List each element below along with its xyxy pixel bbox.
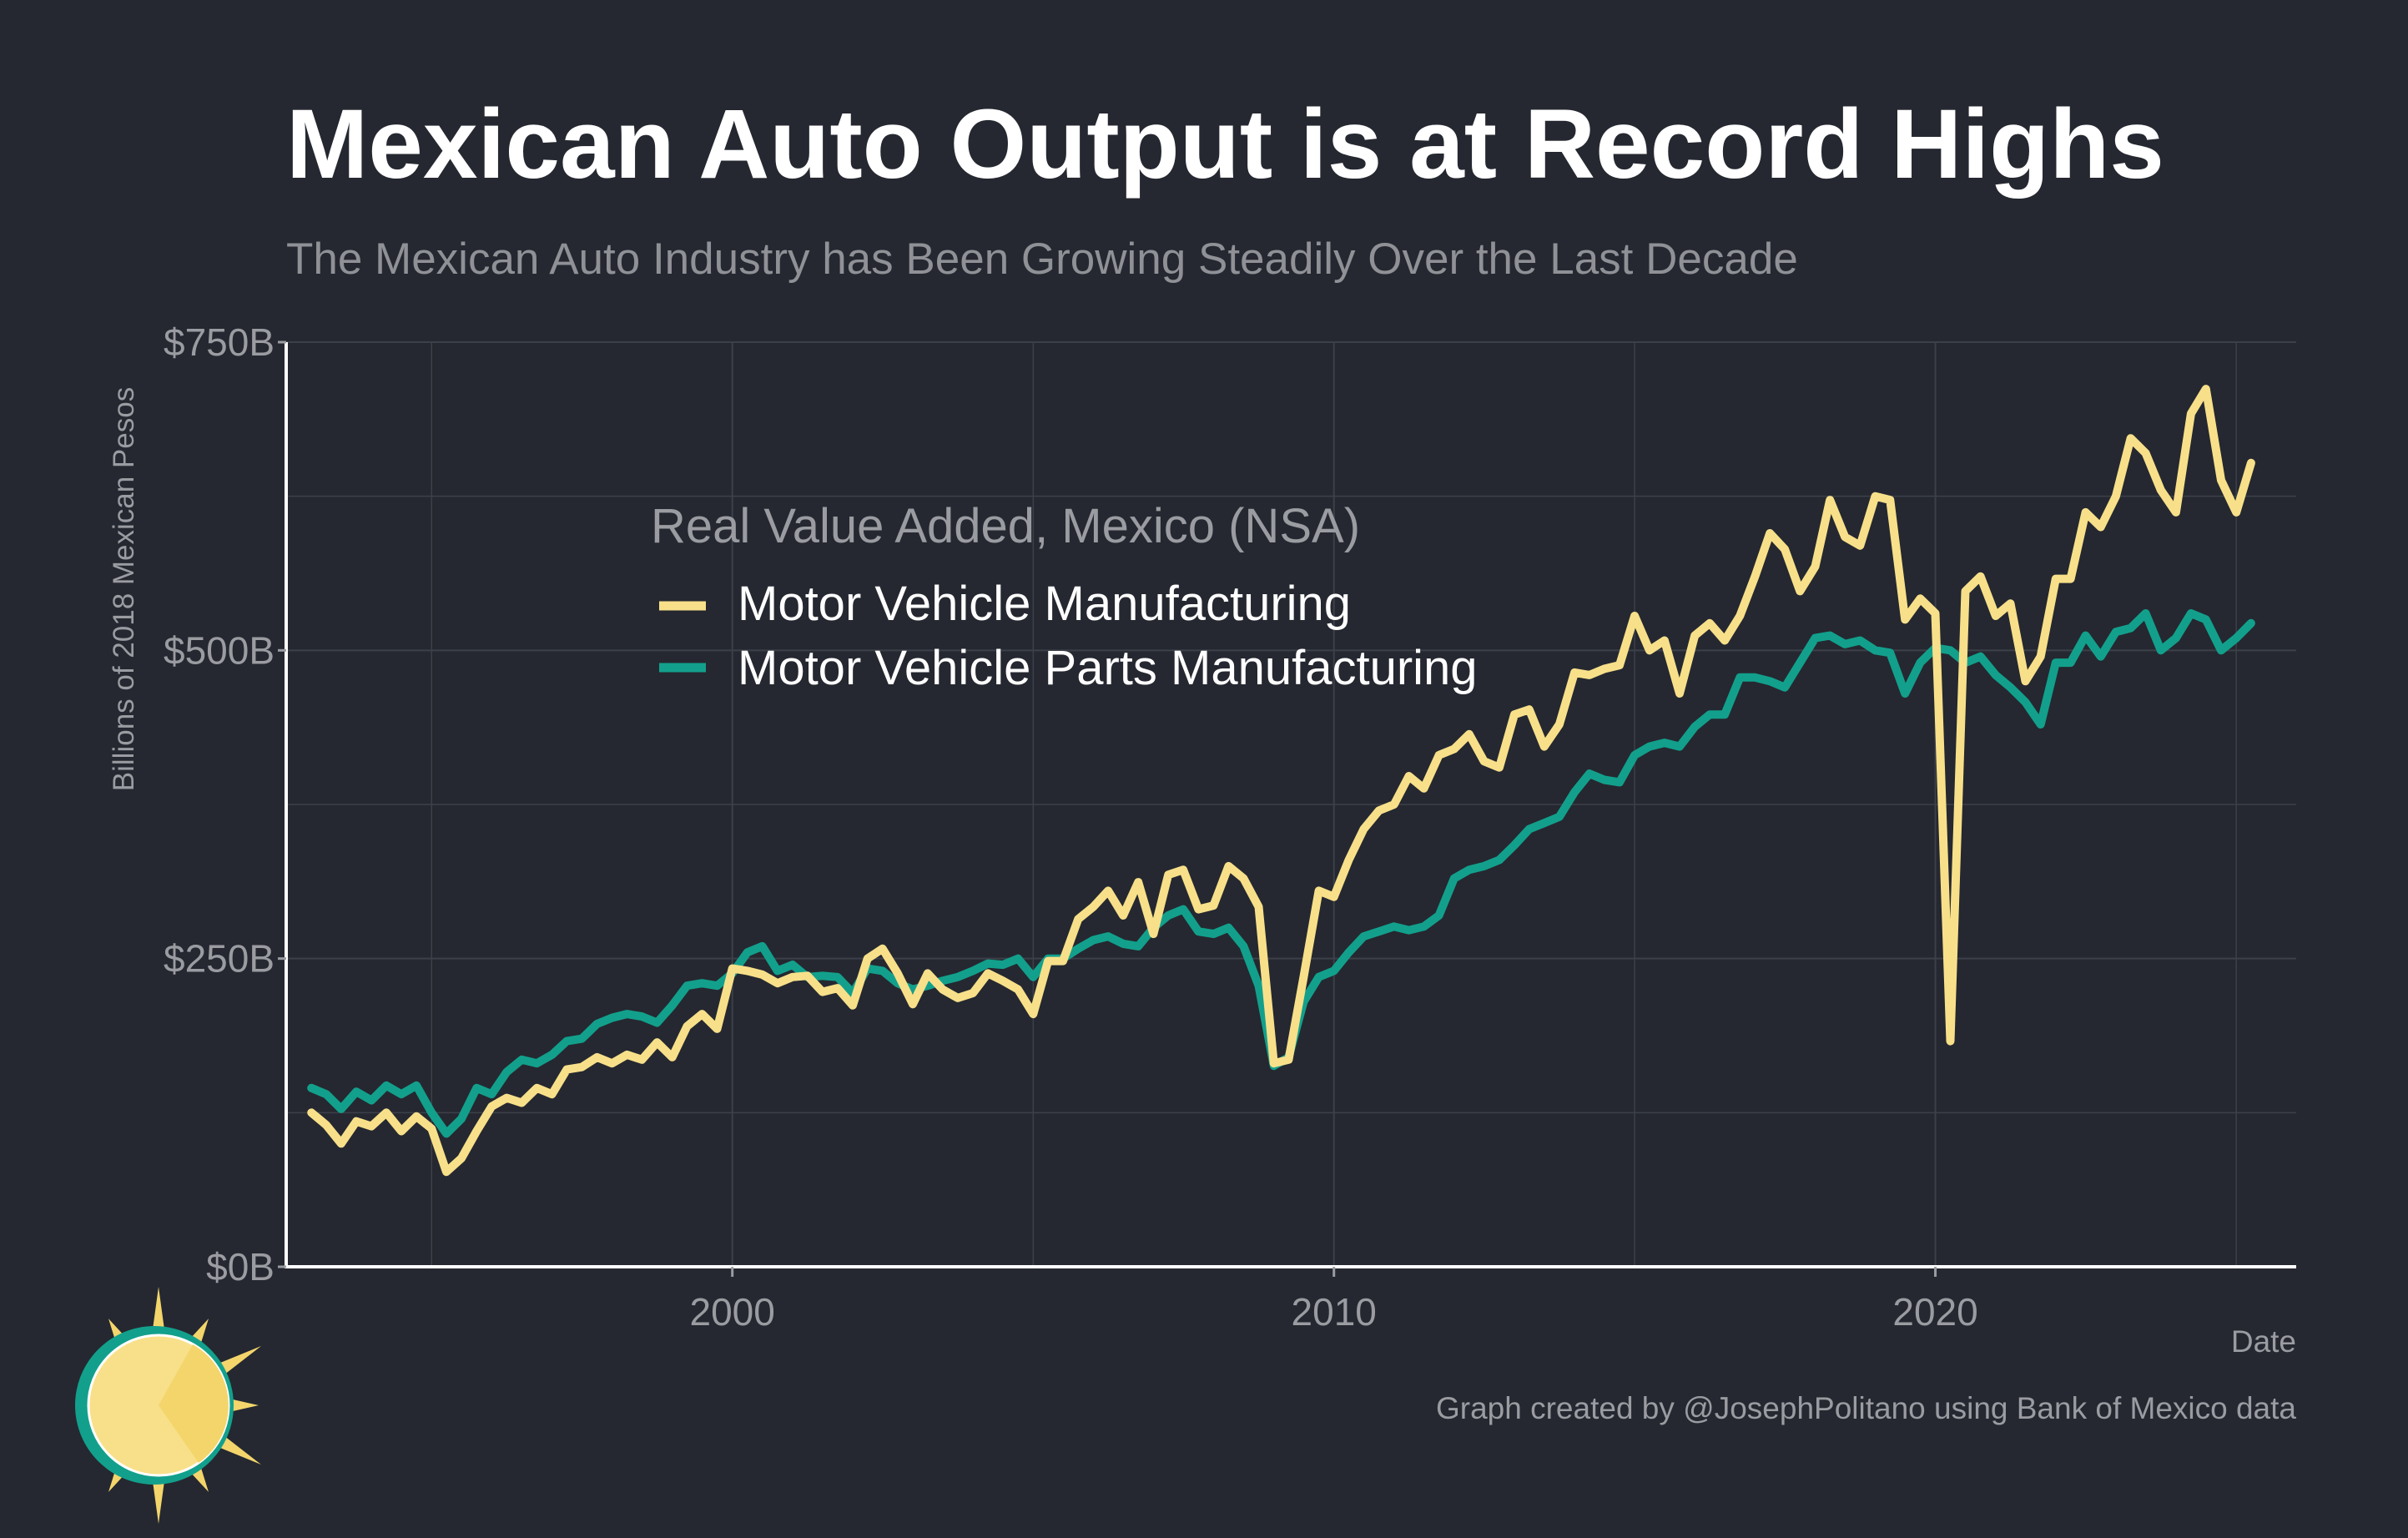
caption: Graph created by @JosephPolitano using B… bbox=[1436, 1391, 2296, 1425]
x-tick-label: 2000 bbox=[690, 1290, 775, 1334]
legend-title: Real Value Added, Mexico (NSA) bbox=[651, 499, 1360, 553]
y-tick-label: $0B bbox=[206, 1245, 275, 1288]
x-axis-label: Date bbox=[2231, 1324, 2296, 1359]
sun-ray bbox=[217, 1435, 261, 1465]
chart-subtitle: The Mexican Auto Industry has Been Growi… bbox=[286, 234, 1798, 284]
sun-logo-rays bbox=[108, 1287, 261, 1524]
sun-ray bbox=[229, 1399, 259, 1412]
legend: Real Value Added, Mexico (NSA) Motor Veh… bbox=[651, 499, 1478, 695]
chart-title: Mexican Auto Output is at Record Highs bbox=[286, 89, 2164, 199]
tick-layer: $0B $250B $500B $750B 2000 2010 2020 bbox=[164, 320, 1978, 1334]
series-line-motor-vehicle bbox=[307, 385, 2255, 1177]
y-tick-label: $500B bbox=[164, 628, 275, 672]
series-layer bbox=[307, 385, 2255, 1177]
y-axis-label: Billions of 2018 Mexican Pesos bbox=[108, 387, 140, 791]
axis-layer bbox=[285, 342, 2296, 1268]
legend-entry-parts: Motor Vehicle Parts Manufacturing bbox=[738, 641, 1478, 695]
grid-layer bbox=[286, 341, 2296, 1268]
legend-entry-motor-vehicle: Motor Vehicle Manufacturing bbox=[738, 577, 1351, 631]
x-tick-label: 2020 bbox=[1892, 1290, 1977, 1334]
sun-logo-shade bbox=[159, 1344, 229, 1463]
sun-logo bbox=[75, 1287, 261, 1524]
sun-ray bbox=[152, 1476, 165, 1524]
y-tick-label: $250B bbox=[164, 937, 275, 981]
x-tick-label: 2010 bbox=[1292, 1290, 1377, 1334]
y-tick-label: $750B bbox=[164, 320, 275, 364]
sun-ray bbox=[217, 1346, 261, 1375]
sun-ray bbox=[152, 1287, 165, 1334]
